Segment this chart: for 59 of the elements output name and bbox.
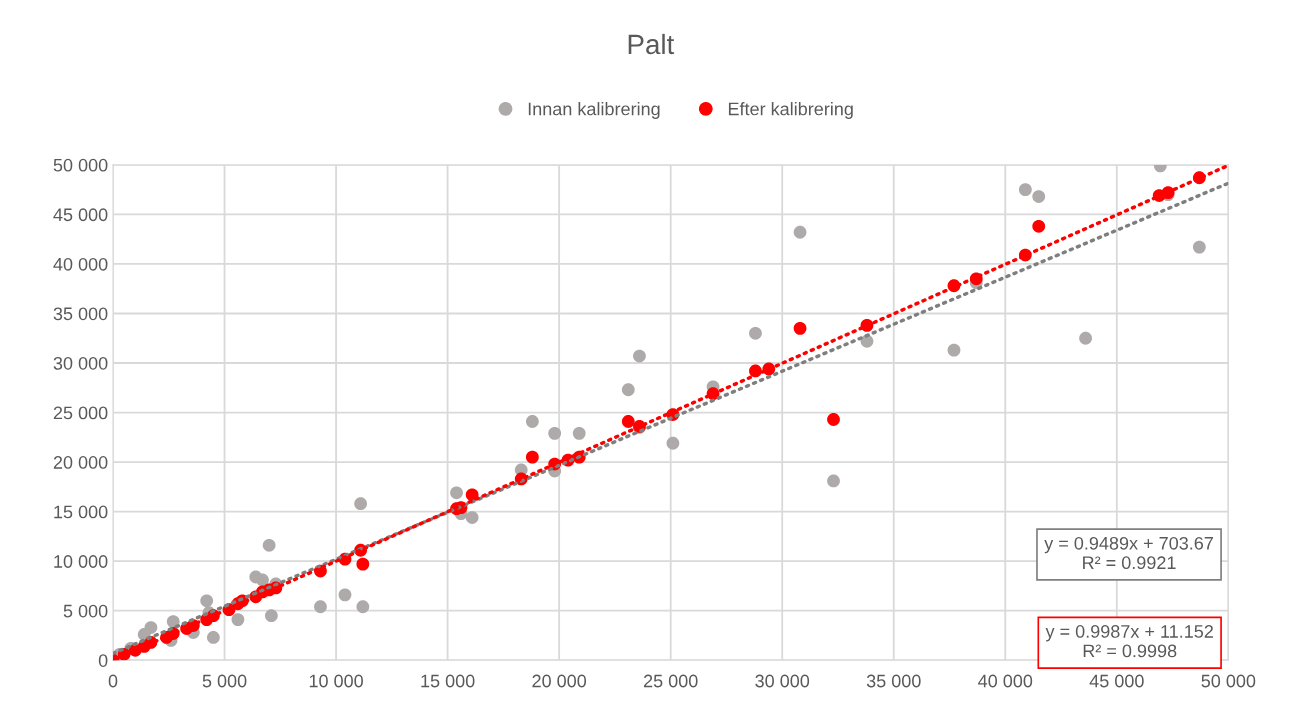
point <box>827 413 840 426</box>
y-tick-label: 35 000 <box>53 307 108 321</box>
point <box>338 588 352 602</box>
y-tick-label: 40 000 <box>53 257 108 271</box>
point <box>1032 190 1046 203</box>
x-tick-label: 50 000 <box>1201 674 1256 688</box>
x-tick-label: 30 000 <box>755 674 810 688</box>
point <box>793 225 807 239</box>
point <box>231 613 245 627</box>
point <box>1192 240 1206 254</box>
legend-label: Efter kalibrering <box>728 102 853 119</box>
point <box>1018 183 1032 197</box>
point <box>200 594 214 608</box>
point <box>1079 331 1092 345</box>
point <box>356 557 370 571</box>
annotation: y = 0.9489x + 703.67 R² = 0.9921 <box>1044 536 1213 570</box>
x-tick-label: 20 000 <box>532 674 587 688</box>
point <box>356 600 370 614</box>
x-tick-label: 40 000 <box>978 674 1033 688</box>
point <box>450 486 463 500</box>
y-tick-label: 0 <box>98 654 108 667</box>
point <box>256 573 269 587</box>
x-tick-label: 5 000 <box>202 674 247 688</box>
point <box>525 415 539 428</box>
x-tick-label: 35 000 <box>866 674 921 688</box>
y-tick-label: 15 000 <box>54 505 108 519</box>
y-tick-label: 25 000 <box>53 406 108 420</box>
chart-title: Palt <box>628 33 675 55</box>
x-tick-label: 0 <box>108 674 118 688</box>
point <box>947 343 961 357</box>
point <box>206 631 220 644</box>
x-tick-label: 15 000 <box>421 674 475 688</box>
point <box>262 538 276 552</box>
y-tick-label: 20 000 <box>53 456 108 469</box>
y-tick-label: 50 000 <box>53 158 108 172</box>
point <box>264 609 278 623</box>
point <box>525 450 539 464</box>
point <box>749 326 762 340</box>
point <box>548 426 562 440</box>
point <box>621 415 635 428</box>
point <box>633 349 646 363</box>
point <box>621 383 635 397</box>
y-tick-label: 30 000 <box>53 356 108 370</box>
point <box>666 436 680 450</box>
point <box>354 497 368 511</box>
x-tick-label: 45 000 <box>1089 674 1144 688</box>
annotation: y = 0.9987x + 11.152 R² = 0.9998 <box>1045 625 1213 658</box>
point <box>465 511 479 524</box>
point <box>793 321 807 335</box>
point <box>827 474 840 488</box>
point <box>314 600 327 614</box>
legend-label: Innan kalibrering <box>528 102 660 119</box>
point <box>1032 219 1046 233</box>
y-tick-label: 5 000 <box>63 604 108 618</box>
point <box>572 426 586 440</box>
y-tick-label: 45 000 <box>53 208 108 222</box>
x-tick-label: 10 000 <box>309 674 363 688</box>
y-tick-label: 10 000 <box>54 555 108 568</box>
x-tick-label: 25 000 <box>643 674 698 688</box>
